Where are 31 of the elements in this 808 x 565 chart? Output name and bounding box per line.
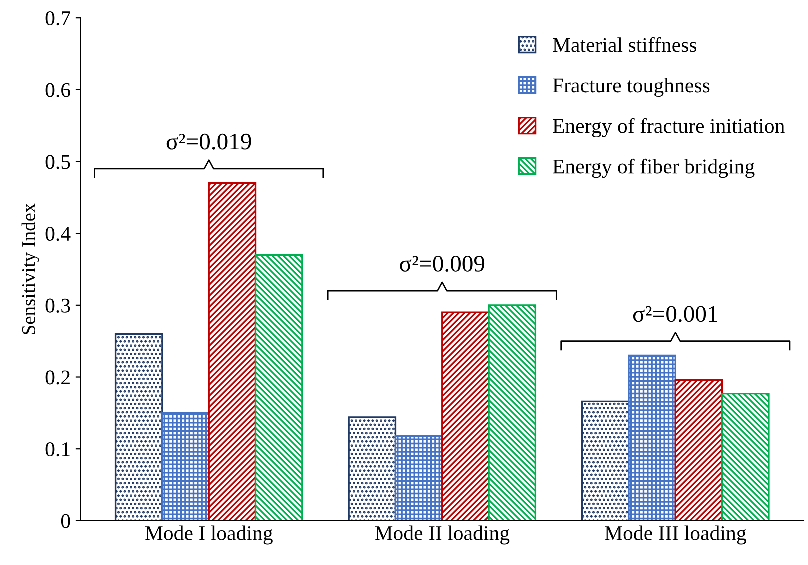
bar (582, 400, 630, 521)
y-axis-title: Sensitivity Index (22, 204, 40, 334)
y-tick-label: 0.3 (46, 298, 70, 313)
annotation: σ²=0.009 (400, 256, 485, 272)
y-tick-label: 0.4 (46, 226, 71, 242)
legend-label: Energy of fiber bridging (553, 158, 755, 178)
y-tick-label: 0.5 (46, 155, 70, 170)
y-tick-label: 0.7 (46, 11, 70, 26)
x-tick-label: Mode III loading (605, 526, 746, 545)
bar (674, 379, 724, 521)
bar (628, 354, 676, 521)
legend-label: Energy of fracture initiation (553, 118, 785, 138)
bar (254, 254, 304, 521)
bar (114, 333, 164, 521)
bar (442, 312, 490, 521)
bar (162, 412, 210, 521)
annotation: σ²=0.001 (633, 306, 718, 322)
y-tick-label: 0 (61, 514, 70, 528)
legend-label: Fracture toughness (553, 78, 710, 98)
x-tick-label: Mode II loading (375, 526, 510, 545)
y-tick-label: 0.2 (46, 370, 70, 385)
x-tick-label: Mode I loading (145, 526, 273, 545)
y-tick-label: 0.1 (46, 442, 70, 457)
y-tick-label: 0.6 (46, 83, 70, 98)
annotation: σ²=0.019 (166, 134, 252, 150)
legend-label: Material stiffness (553, 37, 697, 52)
bar (348, 416, 397, 521)
bar (208, 182, 257, 521)
bar (488, 304, 537, 521)
bar (394, 435, 444, 521)
bar (721, 392, 770, 521)
